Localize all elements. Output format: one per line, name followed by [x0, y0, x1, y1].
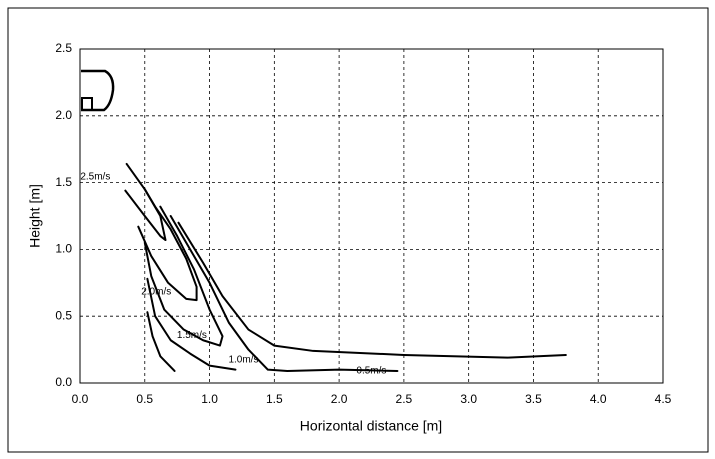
y-tick-label: 2.5	[55, 41, 72, 55]
x-tick-label: 4.0	[590, 392, 607, 406]
x-axis-title: Horizontal distance [m]	[300, 418, 442, 434]
contour-line	[169, 215, 399, 372]
y-tick-label: 1.5	[55, 175, 72, 189]
chart-border	[7, 7, 709, 453]
contour-line	[143, 205, 224, 347]
contour-label: 2.5m/s	[80, 171, 110, 182]
contour-line	[146, 311, 176, 372]
y-tick-label: 2.0	[55, 108, 72, 122]
nozzle-icon	[81, 69, 115, 112]
x-tick-label: 2.0	[331, 392, 348, 406]
y-tick-label: 0.0	[55, 375, 72, 389]
x-tick-label: 1.5	[266, 392, 283, 406]
contour-line	[146, 277, 237, 371]
x-tick-label: 4.5	[655, 392, 672, 406]
y-tick-label: 0.5	[55, 308, 72, 322]
contour-label: 1.5m/s	[177, 330, 207, 341]
plot-area	[79, 48, 664, 384]
x-tick-label: 3.5	[525, 392, 542, 406]
x-tick-label: 3.0	[460, 392, 477, 406]
contour-label: 2.0m/s	[141, 286, 171, 297]
contour-line	[137, 188, 198, 302]
contour-label: 1.0m/s	[228, 354, 258, 365]
contour-label: 0.5m/s	[356, 366, 386, 377]
y-axis-title: Height [m]	[27, 184, 43, 248]
x-tick-label: 0.5	[136, 392, 153, 406]
contour-line	[177, 221, 567, 359]
y-tick-label: 1.0	[55, 242, 72, 256]
x-tick-label: 2.5	[396, 392, 413, 406]
x-tick-label: 1.0	[201, 392, 218, 406]
x-tick-label: 0.0	[72, 392, 89, 406]
